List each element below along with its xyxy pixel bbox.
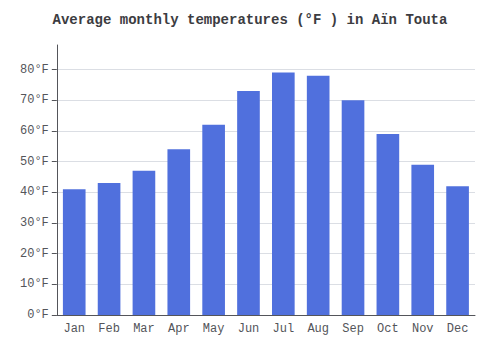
svg-text:Jan: Jan [63, 322, 85, 336]
svg-text:80°F: 80°F [20, 63, 49, 77]
svg-text:30°F: 30°F [20, 216, 49, 230]
svg-text:40°F: 40°F [20, 185, 49, 199]
svg-text:Sep: Sep [342, 322, 364, 336]
svg-text:Feb: Feb [98, 322, 120, 336]
svg-text:Apr: Apr [168, 322, 190, 336]
svg-text:Dec: Dec [447, 322, 469, 336]
svg-text:20°F: 20°F [20, 247, 49, 261]
svg-text:Aug: Aug [307, 322, 329, 336]
svg-text:70°F: 70°F [20, 93, 49, 107]
svg-text:10°F: 10°F [20, 277, 49, 291]
svg-text:Nov: Nov [412, 322, 434, 336]
svg-text:60°F: 60°F [20, 124, 49, 138]
svg-text:May: May [203, 322, 225, 336]
svg-text:Oct: Oct [377, 322, 399, 336]
svg-text:Jun: Jun [238, 322, 260, 336]
svg-text:0°F: 0°F [27, 308, 49, 322]
svg-text:50°F: 50°F [20, 155, 49, 169]
svg-text:Mar: Mar [133, 322, 155, 336]
svg-text:Average monthly temperatures (: Average monthly temperatures (°F ) in Aï… [53, 12, 448, 28]
svg-text:Jul: Jul [273, 322, 295, 336]
